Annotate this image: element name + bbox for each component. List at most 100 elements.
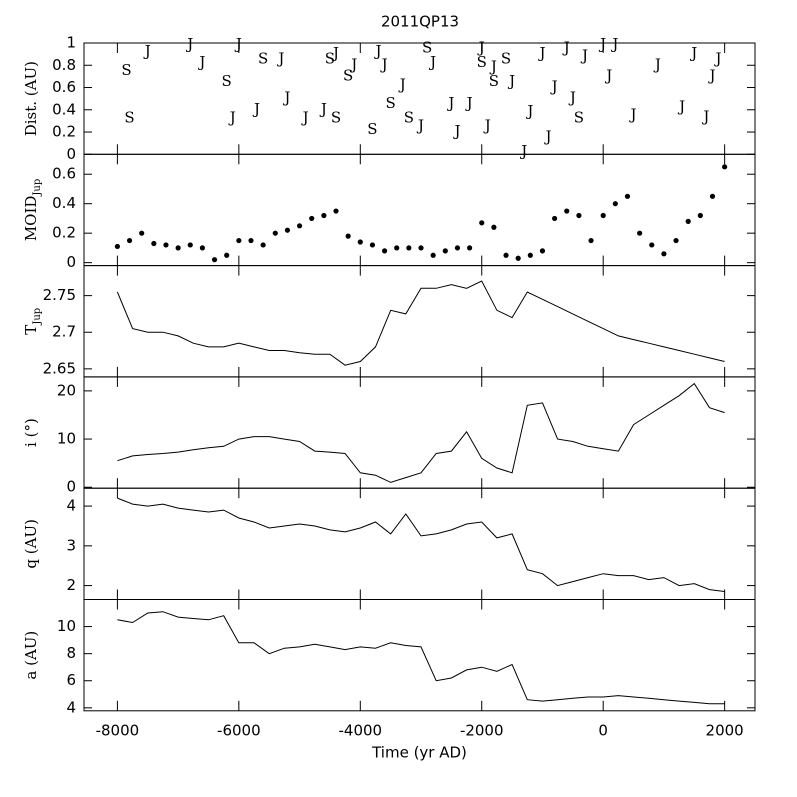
point-letter: S	[477, 53, 487, 71]
y-tick-label: 0.8	[52, 56, 76, 74]
point	[430, 252, 436, 258]
panel-frame	[83, 265, 756, 378]
point-letter: J	[489, 57, 497, 75]
point	[211, 257, 218, 263]
y-axis-label-main: MOID	[22, 196, 40, 242]
point	[163, 242, 169, 248]
point	[600, 212, 606, 219]
point-letter: S	[574, 109, 584, 127]
y-axis-label: q (AU)	[22, 519, 40, 569]
point-letter: J	[629, 105, 637, 123]
point	[466, 245, 473, 251]
point	[248, 237, 254, 244]
point	[685, 218, 691, 224]
y-axis-label: a (AU)	[22, 631, 40, 680]
point	[454, 245, 461, 251]
point-letter: S	[124, 109, 134, 127]
point-letter: J	[604, 66, 612, 84]
point-letter: J	[701, 108, 709, 126]
point	[357, 239, 363, 245]
y-axis-label-sub: Jup	[32, 308, 43, 326]
point-letter: S	[367, 120, 377, 138]
point	[296, 223, 303, 229]
point	[321, 212, 327, 219]
point	[236, 237, 242, 244]
y-axis-label-main: a (AU)	[22, 631, 40, 680]
y-tick-label: 0.2	[52, 123, 76, 141]
y-axis-label: TJup	[22, 308, 43, 335]
y-tick-label: 2	[66, 576, 76, 594]
point	[394, 245, 400, 251]
y-tick-label: 10	[57, 430, 76, 448]
y-axis-label: MOIDJup	[22, 179, 43, 241]
x-tick-label: -8000	[96, 721, 140, 739]
point-letter: J	[525, 102, 533, 120]
point	[309, 215, 315, 222]
point-letter: J	[507, 72, 515, 90]
point-letter: S	[404, 109, 414, 127]
point	[345, 233, 351, 239]
y-tick-label: 2.65	[43, 359, 76, 377]
point-letter: J	[562, 39, 570, 57]
point-letter: J	[677, 98, 685, 116]
series-line	[117, 611, 725, 705]
point-letter: J	[380, 55, 388, 73]
point-letter: J	[610, 35, 618, 53]
y-tick-label: 0	[66, 145, 76, 163]
point	[114, 243, 120, 250]
point	[151, 240, 157, 247]
point	[406, 245, 412, 251]
point	[260, 242, 266, 248]
point	[503, 252, 509, 258]
point	[491, 224, 497, 230]
y-tick-label: 0	[66, 478, 76, 496]
point	[673, 237, 679, 244]
point-letter: J	[446, 94, 454, 112]
point	[224, 252, 230, 258]
point-letter: J	[580, 46, 588, 64]
y-tick-label: 3	[66, 536, 76, 554]
point	[527, 252, 533, 258]
point-letter: J	[598, 35, 606, 53]
x-axis-label: Time (yr AD)	[371, 743, 467, 761]
point-letter: J	[689, 44, 697, 62]
point-letter: J	[197, 53, 205, 71]
point	[442, 248, 448, 254]
y-axis-label-sub: Jup	[32, 179, 43, 197]
y-tick-label: 0.4	[52, 100, 76, 118]
y-axis-label-main: q (AU)	[22, 519, 40, 569]
point	[576, 212, 582, 219]
point-letter: J	[465, 94, 473, 112]
point	[418, 245, 424, 251]
point-letter: J	[349, 55, 357, 73]
point	[624, 193, 631, 199]
point-letter: J	[519, 142, 527, 160]
y-axis-label-main: T	[22, 325, 40, 335]
y-axis-label-main: i (°)	[22, 418, 40, 447]
point-letter: J	[276, 50, 284, 68]
y-tick-label: 2.7	[52, 323, 76, 341]
point	[126, 237, 133, 244]
y-tick-label: 0.6	[52, 165, 76, 183]
point-letter: S	[325, 50, 335, 68]
y-tick-label: 0.4	[52, 194, 76, 212]
y-tick-label: 0.2	[52, 224, 76, 242]
point	[139, 230, 145, 236]
point-letter: J	[234, 35, 242, 53]
point	[539, 248, 546, 254]
y-tick-label: 20	[57, 381, 76, 399]
y-tick-label: 10	[57, 617, 76, 635]
point-letter: J	[452, 122, 460, 140]
point-letter: J	[537, 44, 545, 62]
y-tick-label: 4	[66, 698, 76, 716]
point-letter: J	[331, 44, 339, 62]
y-tick-label: 4	[66, 497, 76, 515]
y-tick-label: 0	[66, 253, 76, 271]
panel-frame	[83, 376, 756, 489]
chart-title: 2011QP13	[381, 13, 459, 31]
point-letter: J	[416, 116, 424, 134]
point-letter: J	[714, 50, 722, 68]
point-letter: J	[428, 53, 436, 71]
point-letter: J	[252, 100, 260, 118]
